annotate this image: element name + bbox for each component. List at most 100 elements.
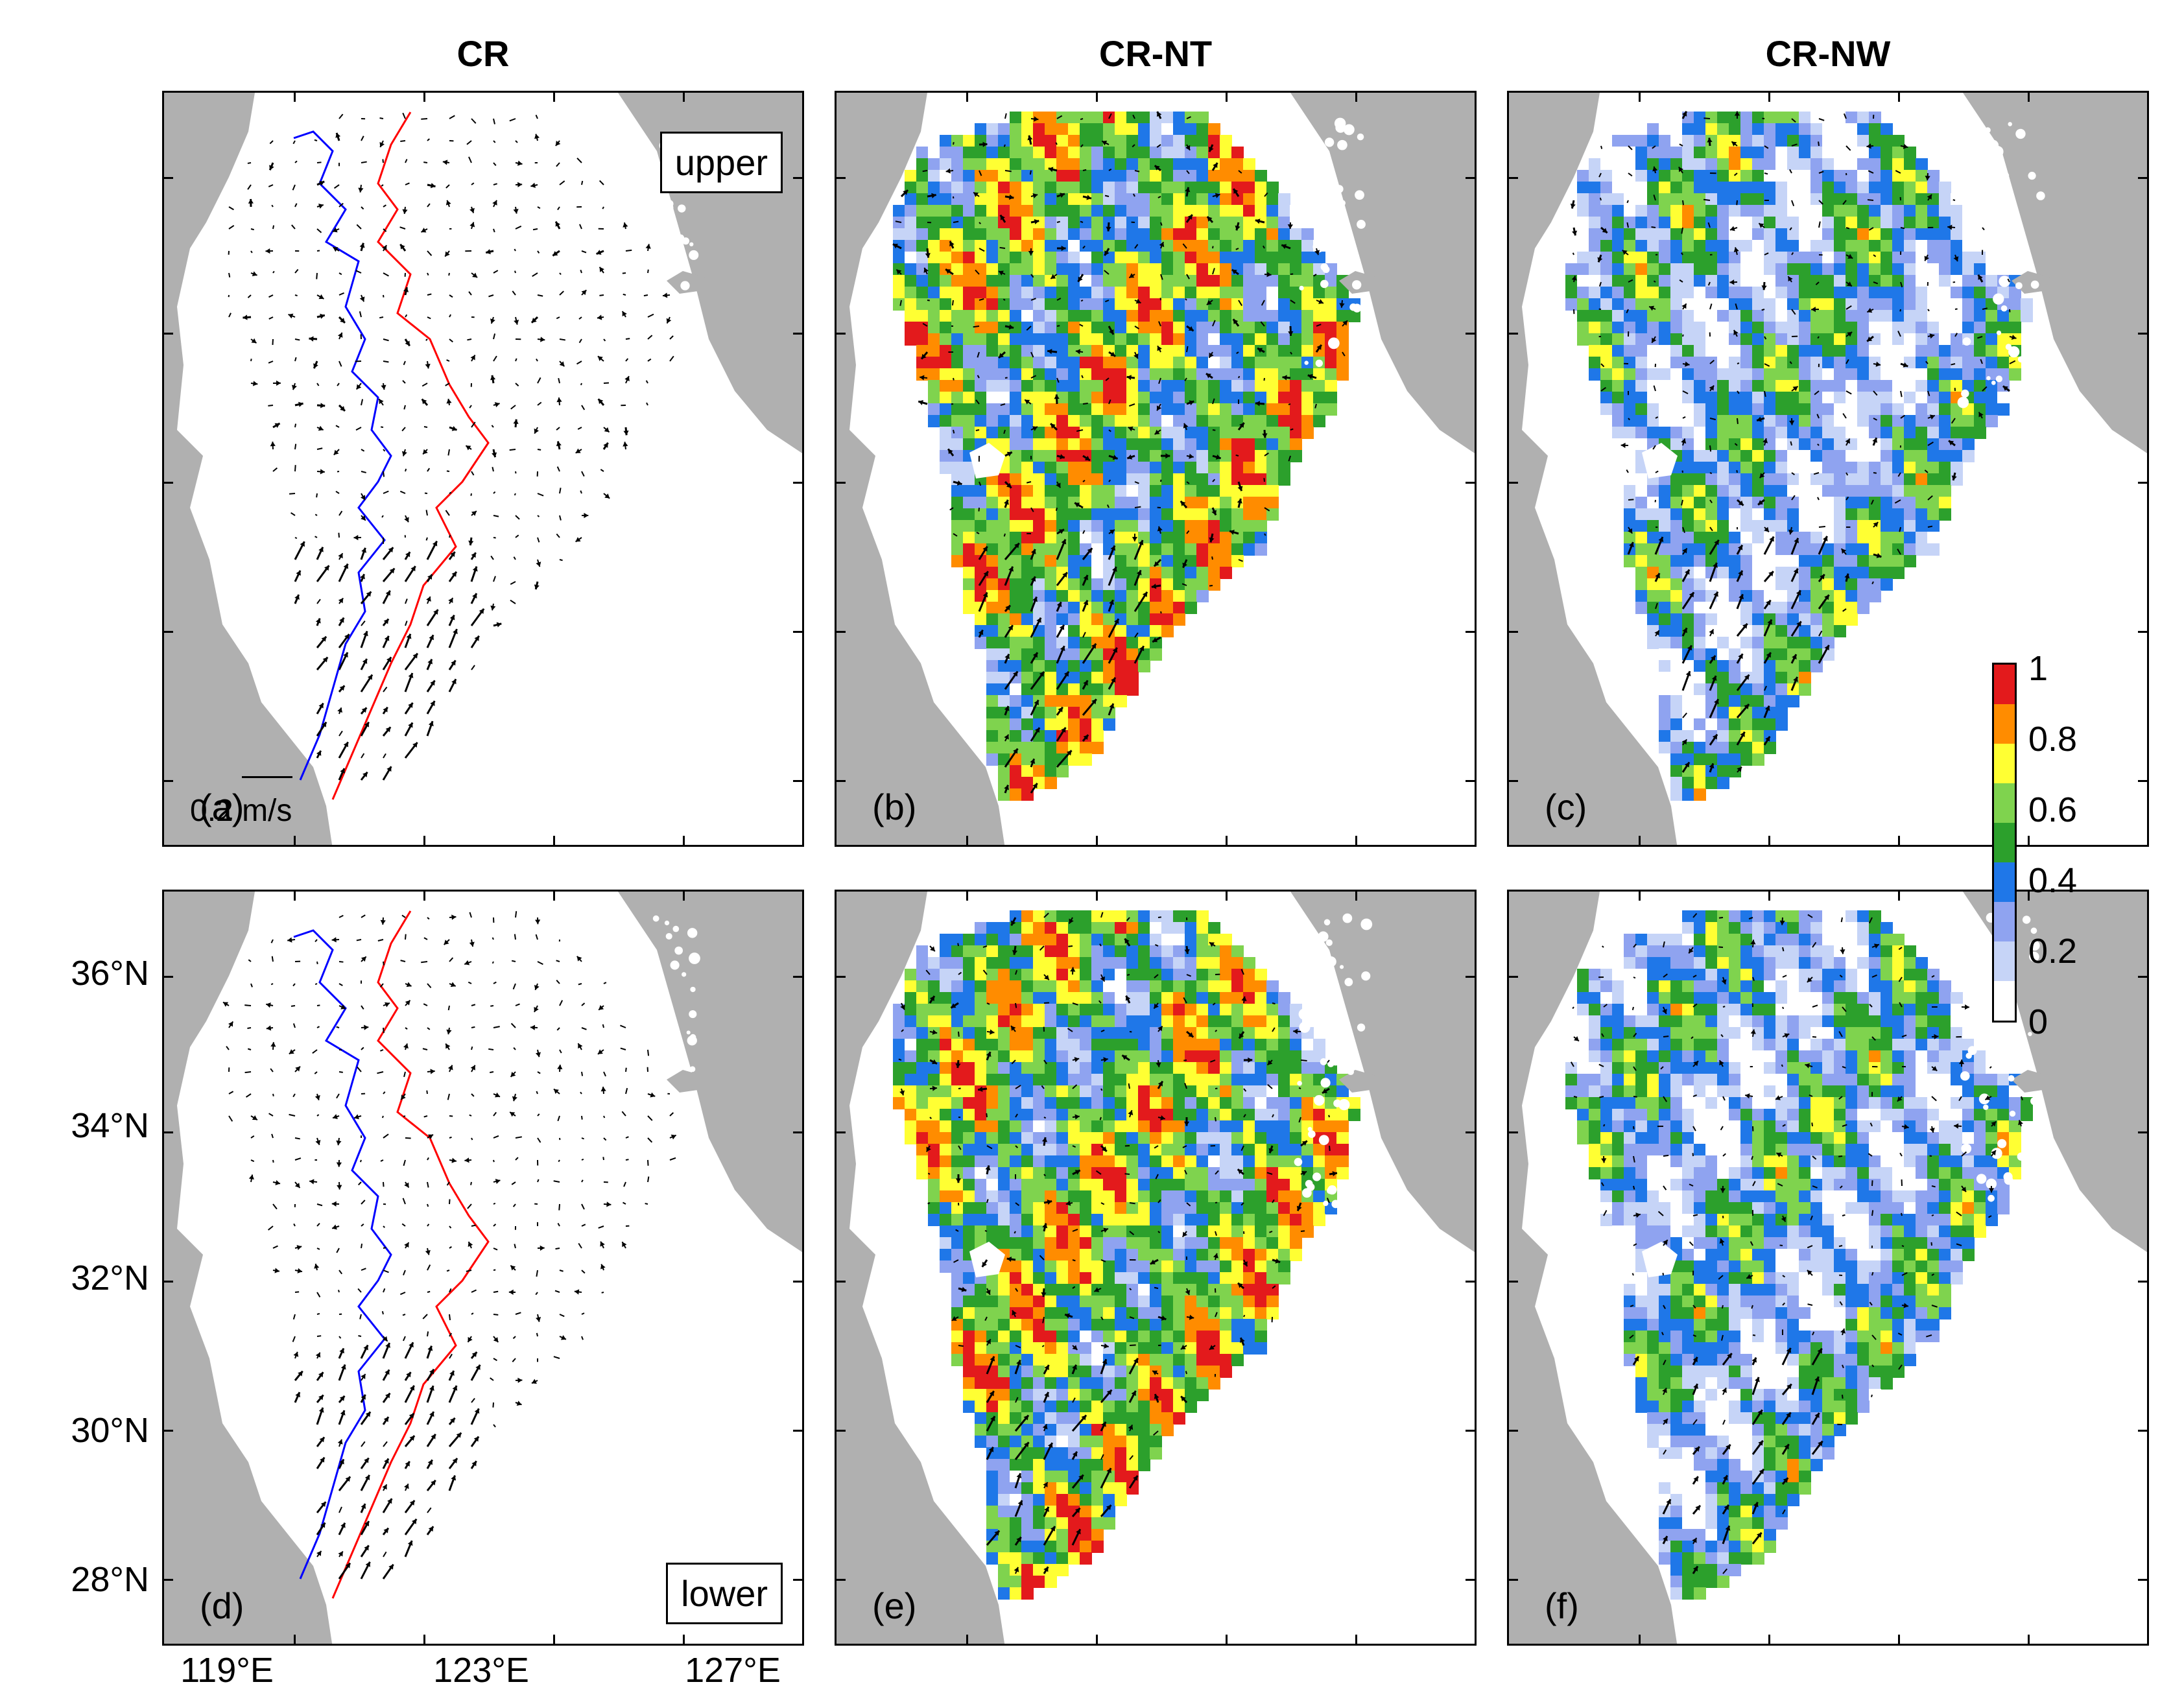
field-cell — [1764, 497, 1776, 509]
field-cell — [1220, 147, 1232, 159]
field-cell — [1196, 333, 1209, 346]
field-cell — [1659, 205, 1671, 217]
field-cell — [1717, 380, 1729, 392]
field-cell — [1056, 742, 1069, 754]
arrow-head — [1032, 783, 1038, 788]
field-cell — [1881, 578, 1893, 591]
field-cell — [1892, 403, 1905, 416]
field-cell — [1033, 380, 1045, 392]
field-cell — [1705, 427, 1718, 439]
field-cell — [1694, 473, 1706, 486]
field-cell — [1080, 182, 1092, 194]
field-cell — [1787, 683, 1799, 696]
field-cell — [1694, 707, 1706, 719]
velocity-arrow — [1004, 377, 1008, 379]
arrow-head — [362, 659, 368, 665]
velocity-arrow — [446, 359, 450, 362]
arrow-head — [384, 635, 390, 641]
field-cell — [1115, 298, 1127, 311]
arrow-head — [1213, 163, 1218, 169]
field-cell — [998, 578, 1010, 591]
field-cell — [963, 368, 975, 381]
field-cell — [1021, 427, 1034, 439]
field-cell — [1126, 485, 1139, 497]
velocity-arrow — [979, 298, 984, 301]
field-cell — [940, 438, 952, 451]
velocity-arrow — [602, 1024, 604, 1028]
arrow-head — [1764, 705, 1770, 711]
arrow-head — [1087, 548, 1093, 554]
field-cell — [1150, 252, 1162, 264]
arrow-head — [402, 209, 408, 214]
velocity-arrow — [1288, 455, 1291, 462]
velocity-arrow — [1003, 429, 1006, 434]
field-cell — [1764, 217, 1776, 229]
field-cell — [940, 252, 952, 264]
field-cell — [1869, 228, 1881, 241]
field-cell — [1255, 228, 1267, 241]
field-cell — [1717, 777, 1729, 789]
field-cell — [1021, 263, 1034, 276]
field-cell — [1208, 380, 1220, 392]
arrow-head — [1744, 704, 1750, 709]
field-cell — [1021, 473, 1034, 486]
field-cell — [1150, 217, 1162, 229]
arrow-head — [464, 960, 470, 965]
field-cell — [1231, 403, 1244, 416]
island-dot — [616, 1007, 628, 1019]
field-cell — [1150, 613, 1162, 626]
field-cell — [1916, 263, 1928, 276]
field-cell — [1904, 193, 1916, 206]
field-cell — [1787, 298, 1799, 311]
field-cell — [1138, 205, 1150, 217]
field-cell — [1045, 450, 1057, 462]
field-cell — [1021, 158, 1034, 171]
field-cell — [963, 497, 975, 509]
field-cell — [1892, 170, 1905, 182]
field-cell — [1565, 252, 1578, 264]
field-cell — [1565, 205, 1578, 217]
velocity-arrow — [471, 182, 475, 185]
arrow-head — [1652, 337, 1657, 343]
axis-tick — [1096, 93, 1098, 102]
field-cell — [1670, 392, 1683, 404]
field-cell — [1266, 298, 1279, 311]
field-cell — [975, 287, 987, 299]
velocity-arrow — [537, 250, 540, 254]
field-cell — [1775, 345, 1788, 357]
field-cell — [1951, 357, 1963, 369]
field-cell — [1647, 310, 1659, 322]
field-cell — [1694, 788, 1706, 801]
field-cell — [975, 322, 987, 334]
field-cell — [1846, 532, 1858, 544]
field-cell — [986, 543, 999, 556]
field-cell — [1822, 217, 1834, 229]
arrow-head — [1622, 250, 1628, 255]
arrow-head — [1794, 538, 1799, 543]
field-cell — [1126, 310, 1139, 322]
field-cell — [1846, 415, 1858, 427]
field-cell — [1962, 240, 1975, 252]
field-cell — [951, 357, 964, 369]
field-cell — [1799, 228, 1811, 241]
scale-bar — [242, 776, 292, 778]
field-cell — [1138, 333, 1150, 346]
island-dot — [672, 1195, 681, 1204]
field-cell — [1173, 450, 1185, 462]
field-cell — [1325, 368, 1337, 381]
field-cell — [1600, 392, 1613, 404]
field-cell — [1729, 403, 1741, 416]
axis-tick — [1466, 482, 1475, 484]
field-cell — [1161, 263, 1174, 276]
field-cell — [1916, 450, 1928, 462]
field-cell — [1927, 473, 1940, 486]
arrow-head — [1759, 223, 1764, 228]
arrow-head — [343, 652, 348, 658]
field-cell — [1729, 613, 1741, 626]
field-cell — [1208, 228, 1220, 241]
velocity-arrow — [1290, 351, 1292, 355]
field-cell — [1717, 333, 1729, 346]
velocity-arrow — [537, 206, 541, 209]
velocity-arrow — [338, 532, 340, 538]
field-cell — [1056, 275, 1069, 287]
